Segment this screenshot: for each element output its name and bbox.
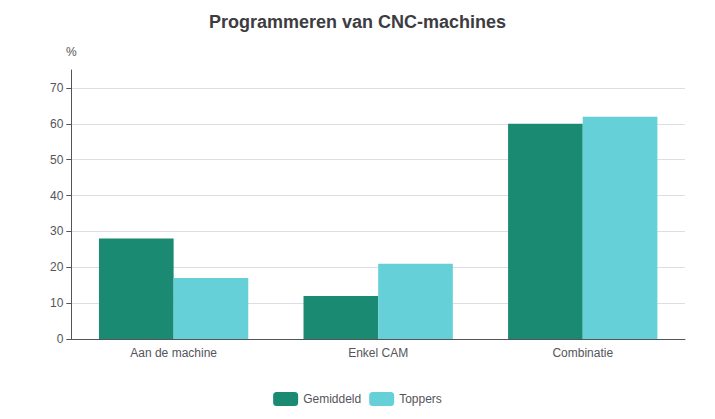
svg-text:Combinatie: Combinatie [552,346,613,360]
svg-text:20: 20 [50,260,64,274]
svg-text:30: 30 [50,224,64,238]
svg-text:Programmeren van CNC-machines: Programmeren van CNC-machines [209,12,506,32]
svg-text:70: 70 [50,81,64,95]
svg-text:40: 40 [50,189,64,203]
svg-text:10: 10 [50,296,64,310]
svg-text:50: 50 [50,153,64,167]
svg-text:%: % [66,45,77,59]
svg-text:Gemiddeld: Gemiddeld [303,392,361,406]
svg-text:Toppers: Toppers [399,392,442,406]
svg-text:Aan de machine: Aan de machine [130,346,217,360]
svg-text:60: 60 [50,117,64,131]
svg-text:0: 0 [57,332,64,346]
svg-text:Enkel CAM: Enkel CAM [348,346,408,360]
